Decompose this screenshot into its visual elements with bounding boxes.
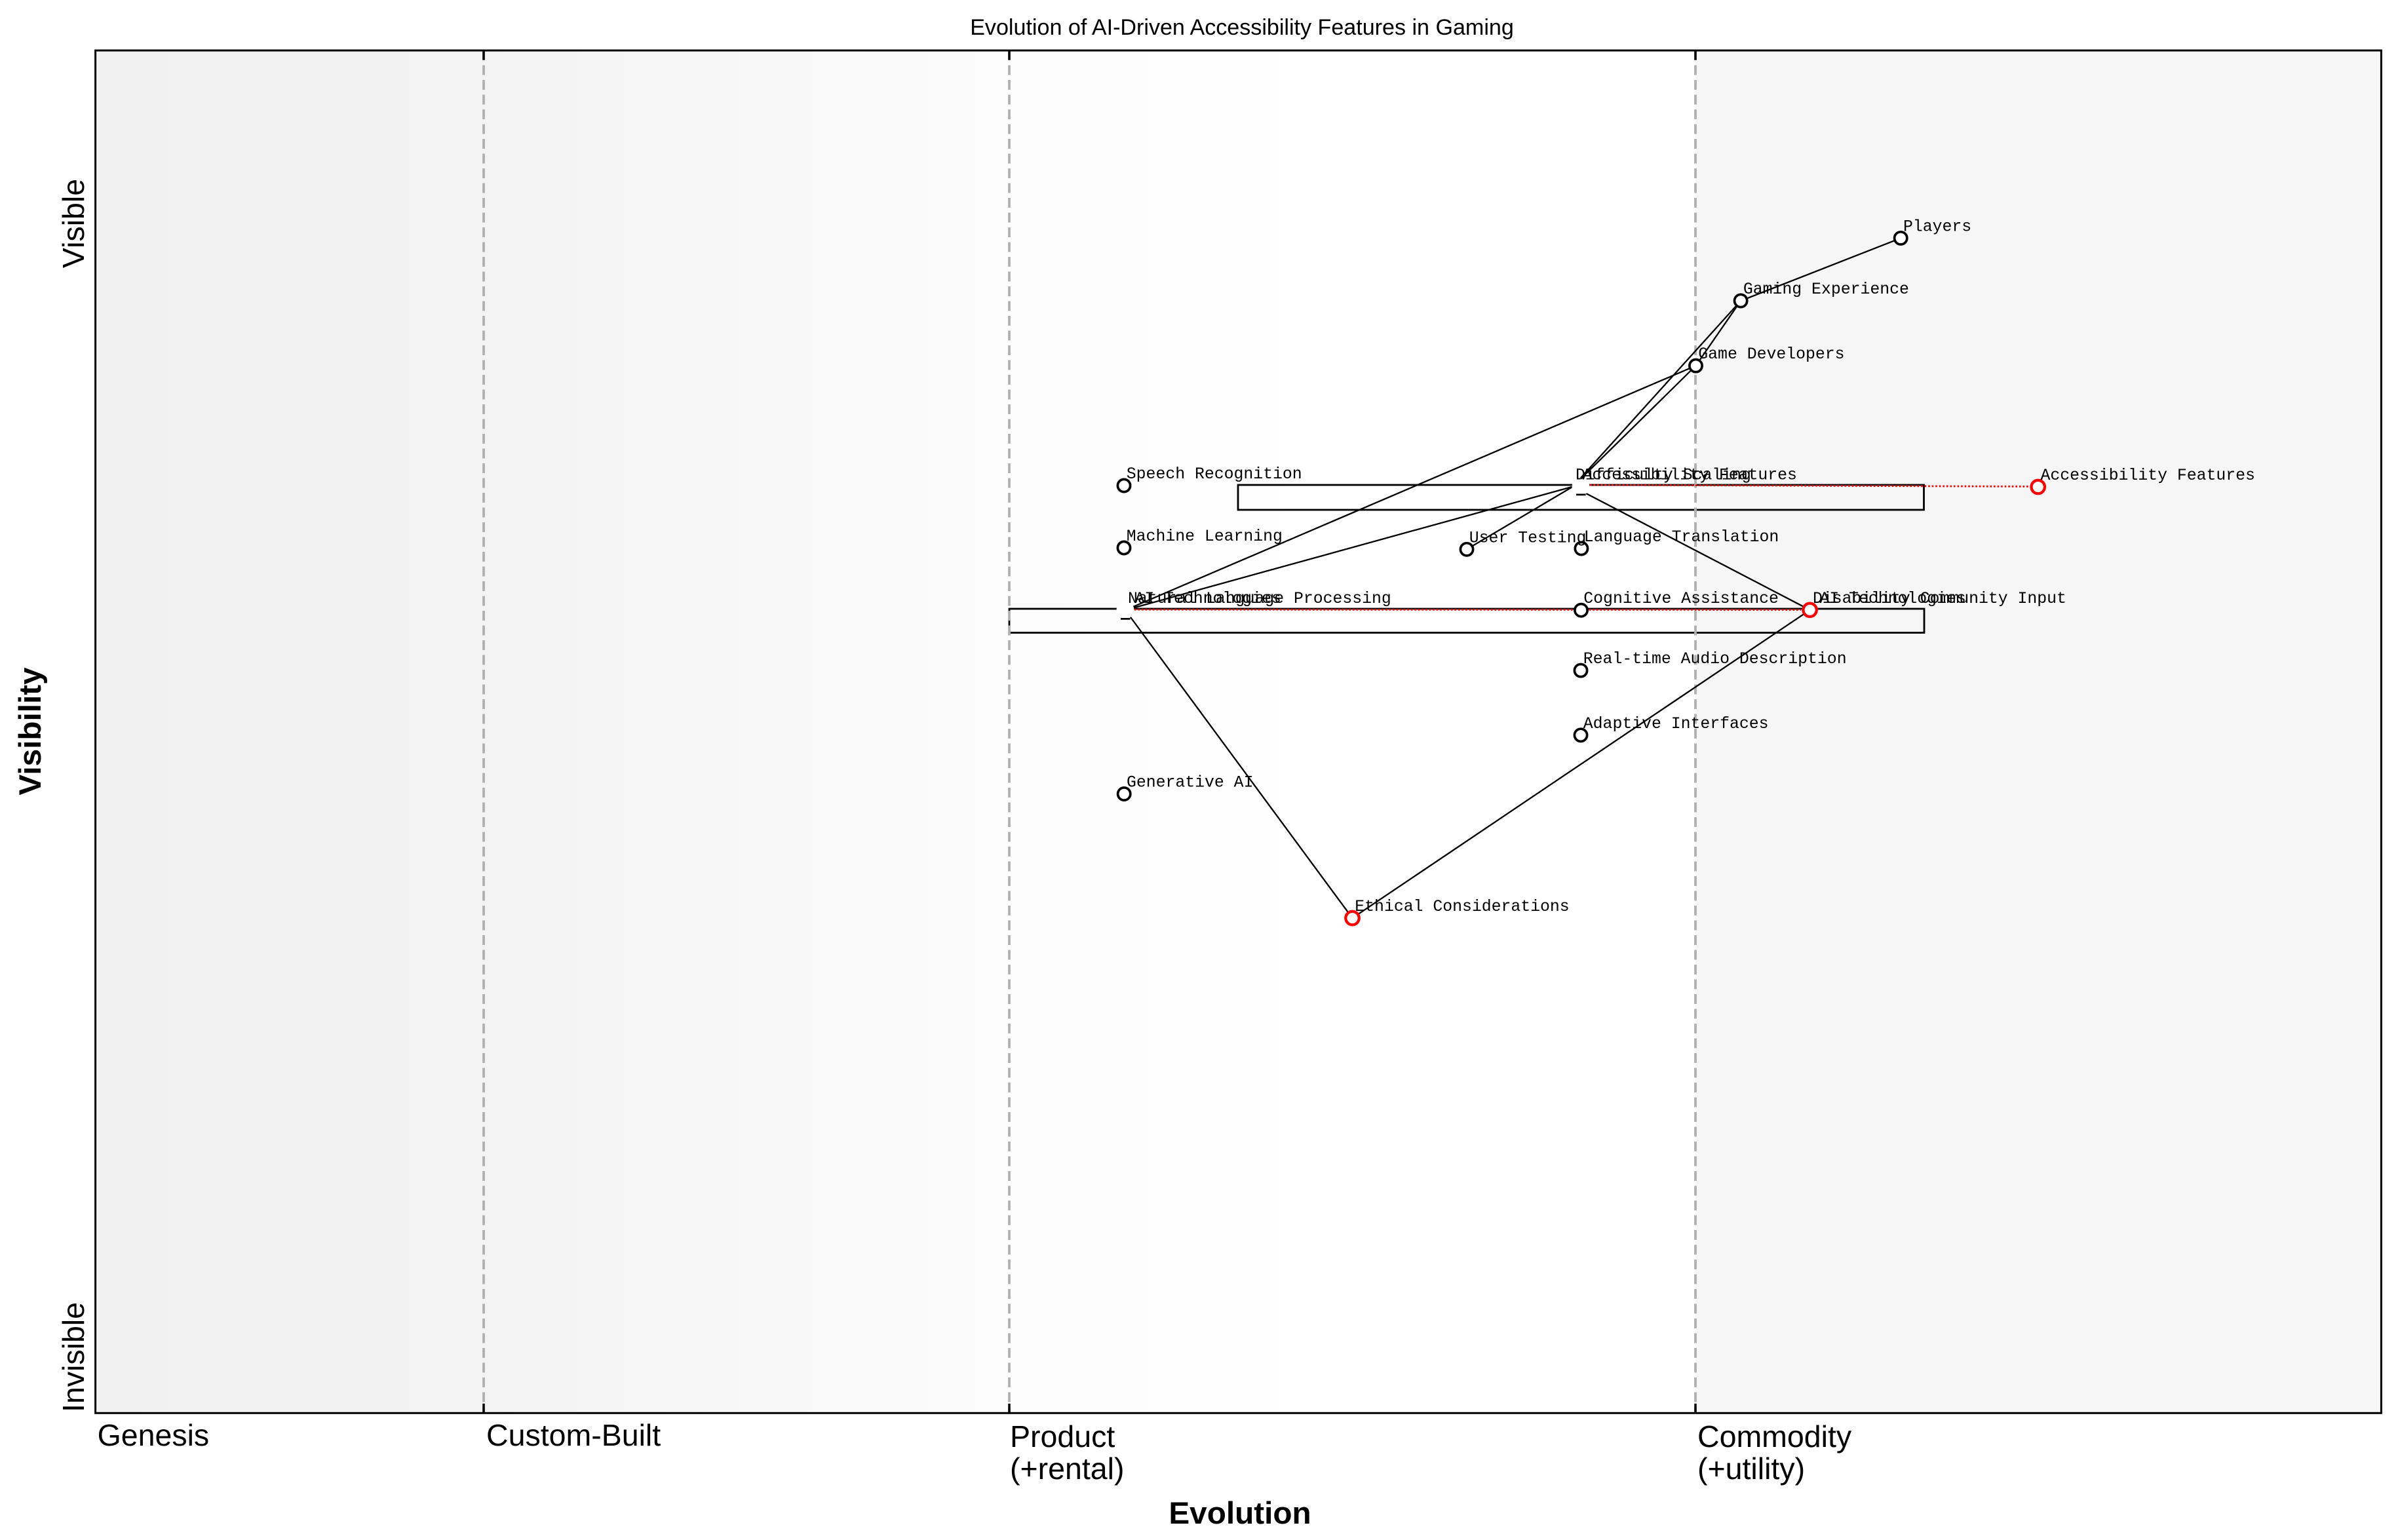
svg-text:Difficulty Scaling: Difficulty Scaling <box>1576 467 1751 485</box>
svg-text:Accessibility Features: Accessibility Features <box>2041 467 2255 485</box>
svg-text:(+rental): (+rental) <box>1010 1452 1124 1486</box>
svg-text:Ethical Considerations: Ethical Considerations <box>1355 898 1569 916</box>
svg-text:Accessibility Features: Accessibility Features <box>1583 467 1797 485</box>
svg-text:Commodity: Commodity <box>1697 1419 1852 1453</box>
svg-text:Players: Players <box>1903 218 1971 236</box>
svg-text:Visibility: Visibility <box>13 667 48 796</box>
svg-text:Invisible: Invisible <box>56 1302 90 1412</box>
svg-text:Natural Language Processing: Natural Language Processing <box>1128 590 1391 608</box>
svg-text:Disability Community Input: Disability Community Input <box>1813 590 2066 608</box>
svg-text:AI Technologies: AI Technologies <box>1135 590 1281 608</box>
svg-text:Product: Product <box>1010 1419 1115 1453</box>
svg-text:Adaptive Interfaces: Adaptive Interfaces <box>1583 715 1769 733</box>
svg-text:Cognitive Assistance: Cognitive Assistance <box>1583 590 1779 608</box>
svg-text:AI Technologies: AI Technologies <box>1820 590 1966 608</box>
svg-text:Evolution: Evolution <box>1169 1496 1311 1531</box>
svg-text:Custom-Built: Custom-Built <box>486 1418 661 1452</box>
svg-text:Machine Learning: Machine Learning <box>1127 528 1283 546</box>
svg-text:Real-time Audio Description: Real-time Audio Description <box>1583 650 1847 668</box>
svg-text:User Testing: User Testing <box>1469 529 1587 547</box>
svg-text:Gaming Experience: Gaming Experience <box>1743 280 1909 299</box>
svg-text:Evolution of AI-Driven Accessi: Evolution of AI-Driven Accessibility Fea… <box>970 15 1514 40</box>
svg-text:Language Translation: Language Translation <box>1584 528 1779 547</box>
svg-text:(+utility): (+utility) <box>1697 1452 1805 1486</box>
svg-text:Visible: Visible <box>56 179 90 268</box>
svg-text:Speech Recognition: Speech Recognition <box>1127 465 1302 484</box>
svg-text:Game Developers: Game Developers <box>1698 345 1844 364</box>
svg-text:Genesis: Genesis <box>98 1418 210 1452</box>
svg-text:Generative AI: Generative AI <box>1127 774 1253 792</box>
